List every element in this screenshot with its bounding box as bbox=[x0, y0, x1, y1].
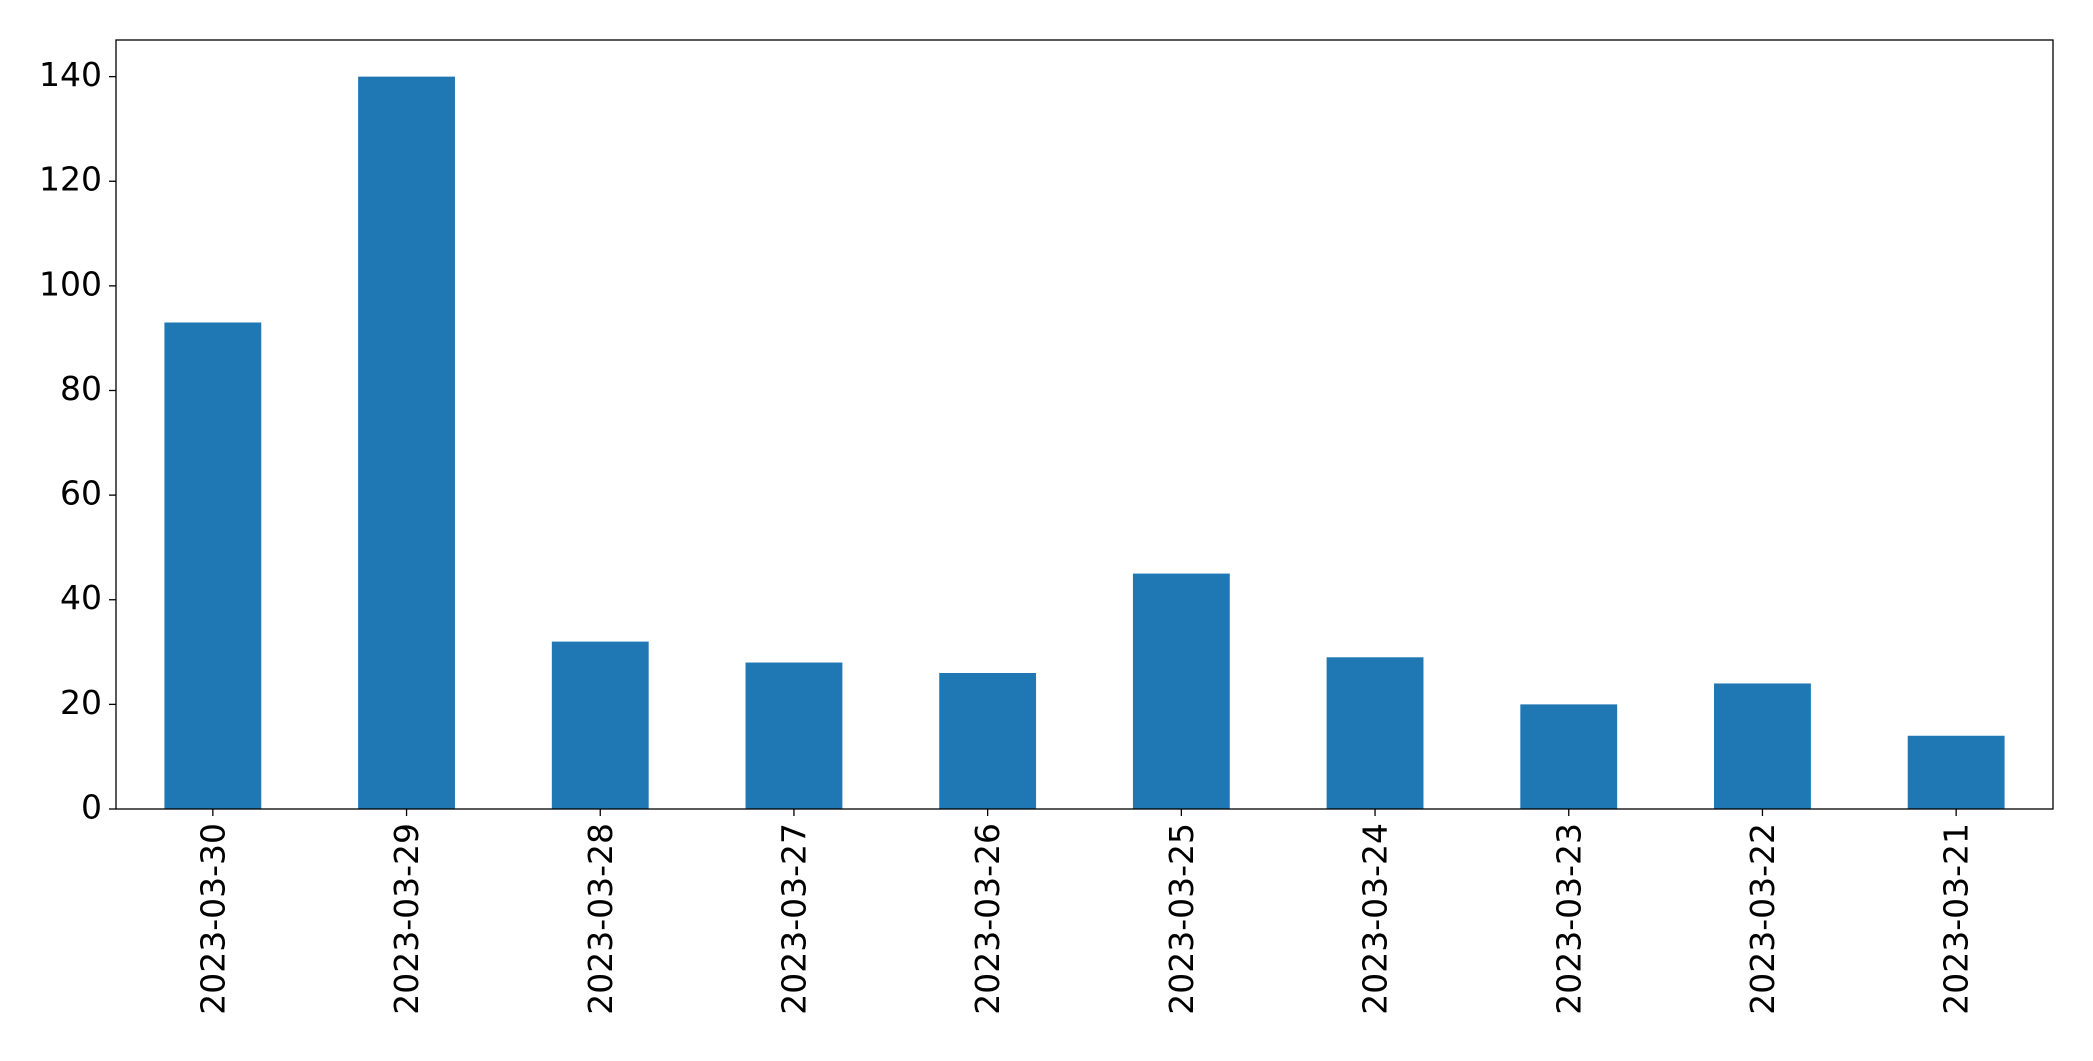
y-tick-label: 60 bbox=[60, 474, 102, 513]
bar bbox=[1132, 573, 1230, 809]
x-tick-label: 2023-03-26 bbox=[968, 823, 1007, 1015]
bar bbox=[1520, 704, 1618, 809]
x-tick-label: 2023-03-23 bbox=[1549, 823, 1588, 1015]
bar bbox=[745, 662, 843, 809]
y-tick-label: 80 bbox=[60, 369, 102, 408]
y-tick-label: 40 bbox=[60, 578, 102, 617]
bar bbox=[551, 641, 649, 809]
x-tick-label: 2023-03-24 bbox=[1356, 823, 1395, 1015]
x-tick-label: 2023-03-29 bbox=[387, 823, 426, 1015]
y-tick-label: 120 bbox=[39, 160, 102, 199]
x-tick-label: 2023-03-30 bbox=[193, 823, 232, 1015]
y-tick-label: 20 bbox=[60, 683, 102, 722]
x-tick-label: 2023-03-28 bbox=[581, 823, 620, 1015]
x-tick-label: 2023-03-27 bbox=[774, 823, 813, 1015]
y-tick-label: 100 bbox=[39, 264, 102, 303]
bar bbox=[1326, 657, 1424, 809]
bar bbox=[939, 672, 1037, 809]
bar bbox=[358, 76, 455, 810]
y-tick-label: 0 bbox=[81, 788, 102, 827]
x-tick-label: 2023-03-21 bbox=[1937, 823, 1976, 1015]
bar bbox=[164, 322, 262, 809]
bar bbox=[1907, 735, 2005, 809]
x-tick-label: 2023-03-25 bbox=[1162, 823, 1201, 1015]
y-tick-label: 140 bbox=[39, 55, 102, 94]
axes-frame bbox=[115, 39, 2054, 810]
x-tick-label: 2023-03-22 bbox=[1743, 823, 1782, 1015]
bar bbox=[1714, 683, 1811, 809]
